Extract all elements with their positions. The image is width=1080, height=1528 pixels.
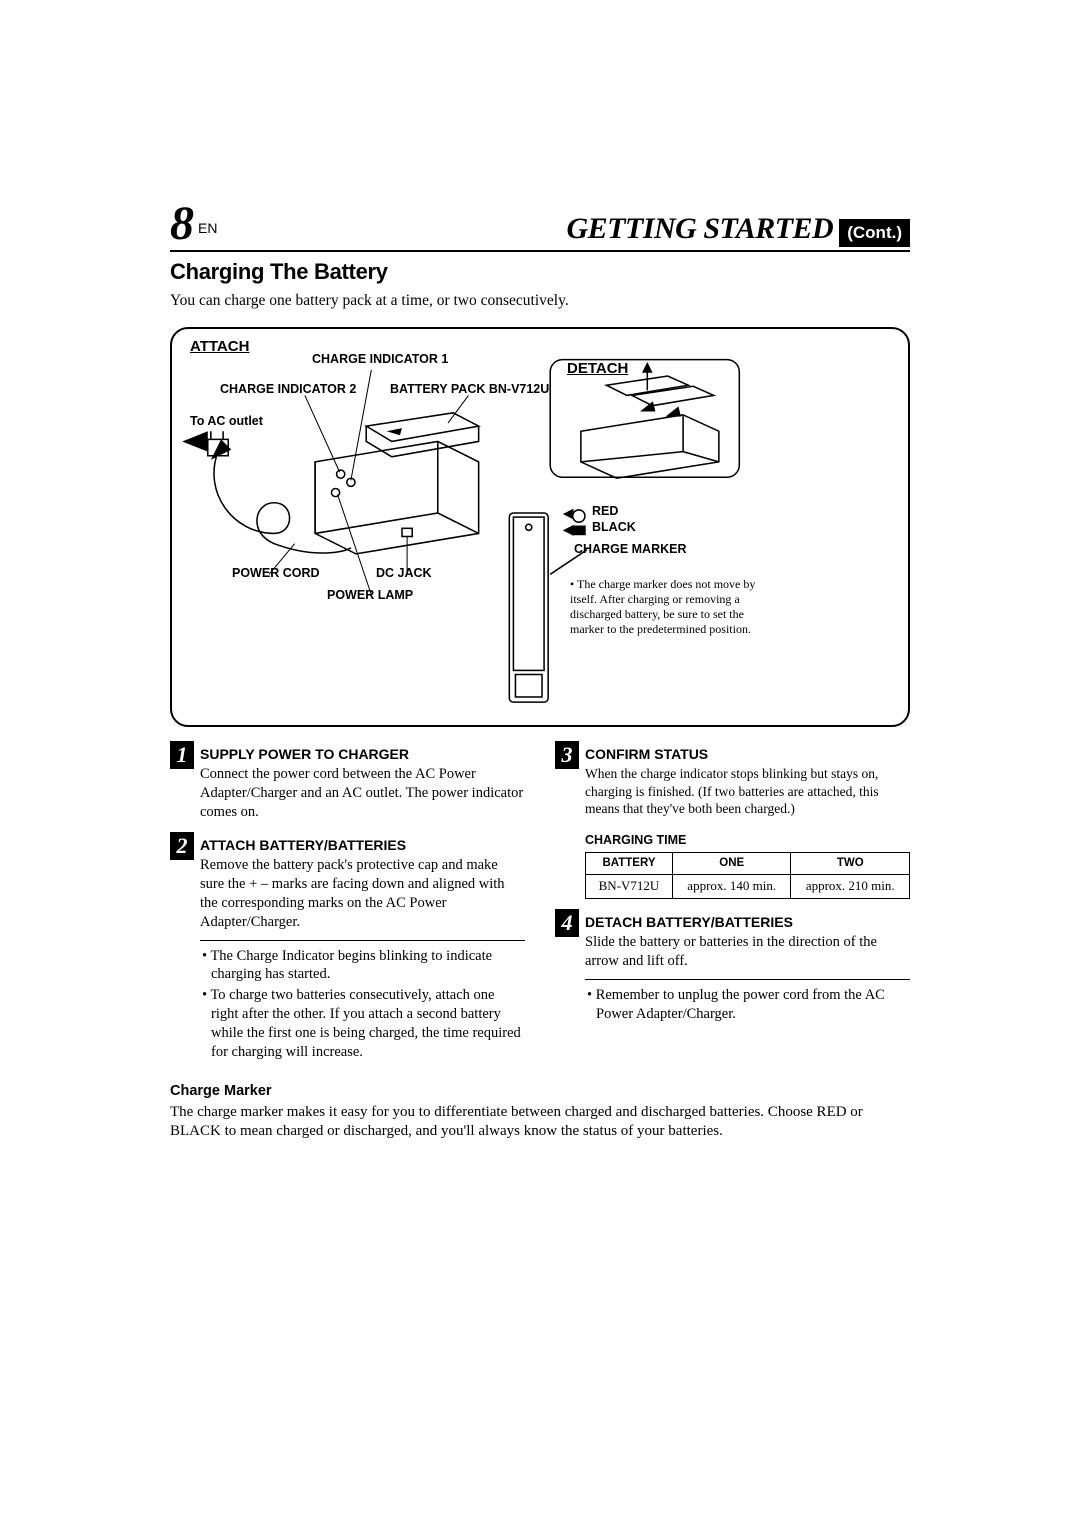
section-cont: (Cont.)	[839, 219, 910, 247]
step-2-bullet-1: The Charge Indicator begins blinking to …	[202, 947, 525, 985]
page-number: 8	[170, 197, 194, 250]
step-3-body: When the charge indicator stops blinking…	[585, 765, 910, 818]
label-red: RED	[592, 503, 618, 519]
charging-time-table: BATTERY ONE TWO BN-V712U approx. 140 min…	[585, 852, 910, 899]
td-one: approx. 140 min.	[672, 875, 791, 899]
charge-marker-section: Charge Marker The charge marker makes it…	[170, 1082, 910, 1142]
diagram-note: • The charge marker does not move by its…	[570, 577, 770, 637]
step-2-bullet-2: To charge two batteries consecutively, a…	[202, 986, 525, 1061]
step-2-body: Remove the battery pack's protective cap…	[200, 856, 525, 931]
label-attach: ATTACH	[190, 337, 249, 357]
label-charge-ind-1: CHARGE INDICATOR 1	[312, 351, 448, 367]
charge-marker-head: Charge Marker	[170, 1082, 910, 1101]
step-3-head: CONFIRM STATUS	[585, 746, 708, 762]
step-1-head: SUPPLY POWER TO CHARGER	[200, 746, 409, 762]
step-number-2: 2	[170, 832, 194, 860]
th-battery: BATTERY	[586, 853, 673, 875]
step-1: 1 SUPPLY POWER TO CHARGER Connect the po…	[170, 745, 525, 822]
step-4: 4 DETACH BATTERY/BATTERIES Slide the bat…	[555, 913, 910, 1024]
step-1-body: Connect the power cord between the AC Po…	[200, 765, 525, 822]
page-subtitle: Charging The Battery	[170, 258, 910, 287]
label-detach: DETACH	[567, 359, 628, 379]
charge-marker-body: The charge marker makes it easy for you …	[170, 1103, 910, 1142]
td-model: BN-V712U	[586, 875, 673, 899]
label-dc-jack: DC JACK	[376, 565, 432, 581]
th-one: ONE	[672, 853, 791, 875]
right-column: 3 CONFIRM STATUS When the charge indicat…	[555, 745, 910, 1076]
step-number-4: 4	[555, 909, 579, 937]
step-4-body: Slide the battery or batteries in the di…	[585, 933, 910, 971]
th-two: TWO	[791, 853, 910, 875]
step-4-bullet-1: Remember to unplug the power cord from t…	[587, 986, 910, 1024]
step-2-head: ATTACH BATTERY/BATTERIES	[200, 837, 406, 853]
steps-columns: 1 SUPPLY POWER TO CHARGER Connect the po…	[170, 745, 910, 1076]
step-3: 3 CONFIRM STATUS When the charge indicat…	[555, 745, 910, 818]
label-charge-ind-2: CHARGE INDICATOR 2	[220, 381, 356, 397]
step-number-3: 3	[555, 741, 579, 769]
label-power-cord: POWER CORD	[232, 565, 320, 581]
label-to-ac: To AC outlet	[190, 413, 263, 429]
page-header: 8EN GETTING STARTED (Cont.)	[170, 200, 910, 252]
label-power-lamp: POWER LAMP	[327, 587, 413, 603]
page-lang: EN	[198, 220, 217, 236]
step-number-1: 1	[170, 741, 194, 769]
label-black: BLACK	[592, 519, 636, 535]
intro-text: You can charge one battery pack at a tim…	[170, 291, 910, 311]
page-number-block: 8EN	[170, 200, 217, 248]
label-charge-marker: CHARGE MARKER	[574, 541, 687, 557]
left-column: 1 SUPPLY POWER TO CHARGER Connect the po…	[170, 745, 525, 1076]
section-title: GETTING STARTED (Cont.)	[567, 209, 910, 248]
td-two: approx. 210 min.	[791, 875, 910, 899]
section-name: GETTING STARTED	[567, 209, 834, 248]
diagram-box: ATTACH DETACH CHARGE INDICATOR 1 CHARGE …	[170, 327, 910, 727]
label-battery-pack: BATTERY PACK BN-V712U	[390, 381, 549, 397]
table-title: CHARGING TIME	[585, 832, 910, 848]
step-2: 2 ATTACH BATTERY/BATTERIES Remove the ba…	[170, 836, 525, 1062]
step-4-head: DETACH BATTERY/BATTERIES	[585, 914, 793, 930]
